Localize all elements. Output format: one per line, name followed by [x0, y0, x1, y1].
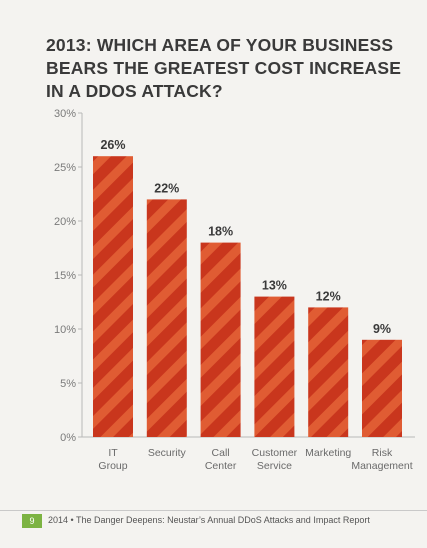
x-category-label: Security [148, 447, 187, 459]
footer-text: 2014 • The Danger Deepens: Neustar’s Ann… [48, 515, 370, 525]
bar-value-label: 9% [373, 322, 391, 336]
y-tick-label: 25% [54, 162, 76, 174]
bar-chart: 0% 5% 10% 15% 20% 25% 30% 26% 22% 18% 13% 12% 9% IT… [54, 108, 415, 472]
y-tick-label: 15% [54, 270, 76, 282]
bar [308, 307, 349, 437]
x-category-label: Risk Management [351, 447, 412, 472]
bar-value-label: 26% [100, 138, 125, 152]
x-category-label: Marketing [305, 447, 351, 459]
chart-title: 2013: WHICH AREA OF YOUR BUSINESS BEARS … [46, 35, 402, 101]
y-tick-label: 20% [54, 216, 76, 228]
page-number: 9 [22, 514, 42, 528]
footer: 9 2014 • The Danger Deepens: Neustar’s A… [0, 510, 427, 531]
x-category-label: Call Center [205, 447, 237, 472]
y-tick-label: 30% [54, 108, 76, 120]
bar-value-label: 13% [262, 279, 287, 293]
y-tick-label: 0% [60, 432, 76, 444]
bar [93, 156, 133, 437]
x-category-label: IT Group [98, 447, 127, 472]
y-tick-label: 10% [54, 324, 76, 336]
bar [146, 199, 187, 437]
bar [200, 242, 241, 437]
bar-value-label: 22% [154, 181, 179, 195]
y-tick-label: 5% [60, 378, 76, 390]
x-category-label: Customer Service [252, 447, 298, 472]
bar [362, 339, 402, 437]
bar-value-label: 12% [316, 289, 341, 303]
bar [254, 296, 295, 437]
bar-value-label: 18% [208, 225, 233, 239]
